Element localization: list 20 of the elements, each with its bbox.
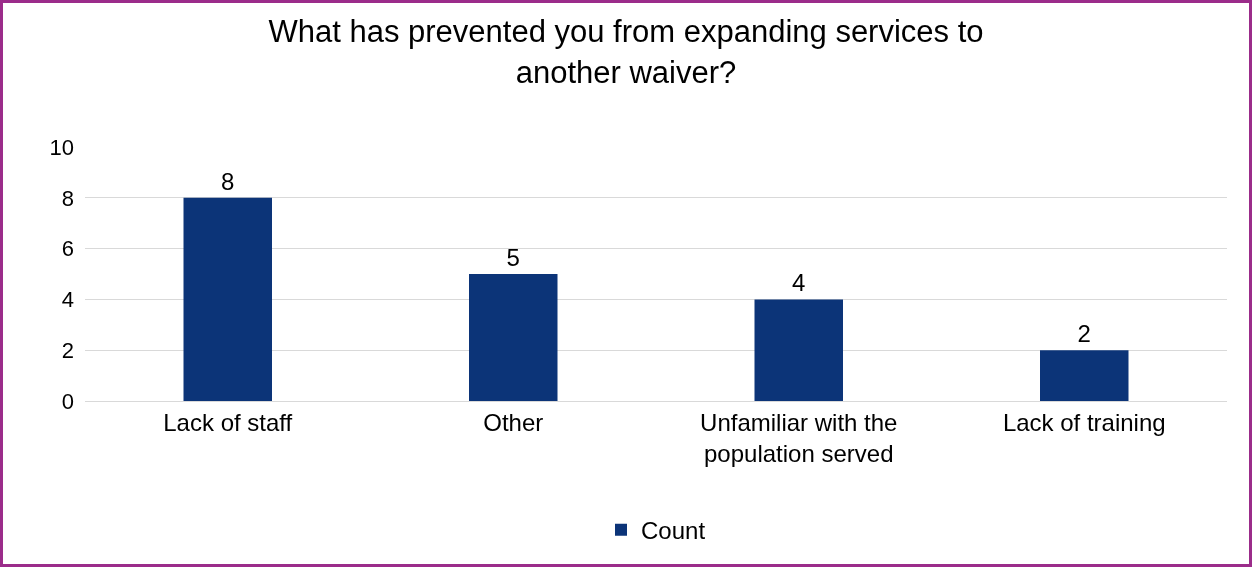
y-tick-label: 0 <box>61 388 74 414</box>
data-label: 5 <box>506 244 520 271</box>
data-label: 2 <box>1077 320 1091 348</box>
chart-title: What has prevented you from expanding services to another waiver? <box>268 14 984 90</box>
legend-label: Count <box>641 517 706 545</box>
y-tick-label: 6 <box>61 236 74 262</box>
bar <box>183 197 272 401</box>
data-label: 4 <box>792 269 806 297</box>
x-tick-label: Lack of training <box>1002 408 1166 436</box>
bar <box>469 274 558 401</box>
x-tick-label: Unfamiliar with the population served <box>700 408 898 467</box>
x-tick-label: Lack of staff <box>163 408 293 436</box>
data-label: 8 <box>221 167 235 195</box>
y-tick-label: 4 <box>61 287 74 313</box>
y-tick-label: 10 <box>49 134 74 160</box>
bar <box>754 299 843 401</box>
x-tick-label: Other <box>483 408 544 436</box>
y-tick-label: 8 <box>61 185 74 211</box>
y-tick-label: 2 <box>61 337 74 363</box>
bar <box>1040 350 1129 401</box>
